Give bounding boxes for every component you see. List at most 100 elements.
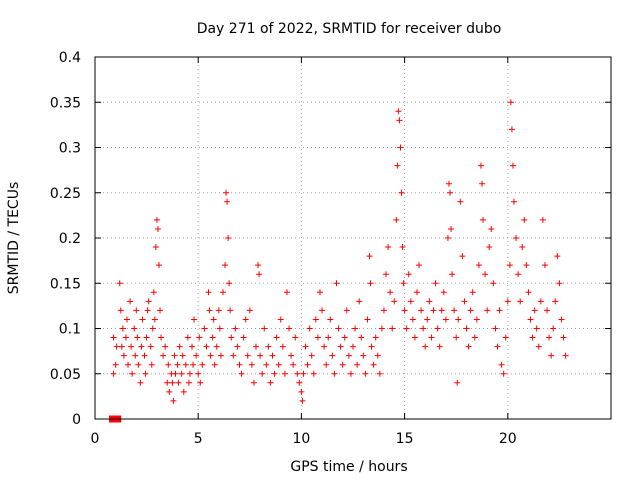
data-point — [306, 325, 313, 332]
data-point — [394, 162, 401, 169]
data-point — [154, 225, 161, 232]
data-point — [453, 334, 460, 341]
data-point — [448, 225, 455, 232]
data-point — [265, 343, 272, 350]
y-tick-label: 0.1 — [59, 322, 81, 338]
data-point — [454, 379, 461, 386]
data-point — [509, 162, 516, 169]
data-point — [519, 244, 526, 251]
data-point — [112, 361, 119, 368]
data-point — [209, 334, 216, 341]
data-point — [440, 289, 447, 296]
data-point — [236, 361, 243, 368]
data-point — [144, 307, 151, 314]
data-point — [162, 343, 169, 350]
data-point — [153, 216, 160, 223]
data-point — [142, 370, 149, 377]
data-point — [164, 379, 171, 386]
data-point — [455, 316, 462, 323]
data-point — [515, 271, 522, 278]
data-point — [504, 298, 511, 305]
data-point — [385, 244, 392, 251]
data-point — [201, 325, 208, 332]
data-point — [119, 325, 126, 332]
data-point — [367, 280, 374, 287]
data-point — [467, 307, 474, 314]
data-point — [286, 325, 293, 332]
data-point — [179, 352, 186, 359]
data-point — [215, 307, 222, 314]
data-point — [110, 334, 117, 341]
data-point — [502, 334, 509, 341]
data-point — [122, 334, 129, 341]
data-point — [132, 352, 139, 359]
data-point — [186, 370, 193, 377]
y-tick-label: 0.4 — [59, 50, 81, 66]
y-tick-label: 0.25 — [50, 186, 81, 202]
data-point — [255, 262, 262, 269]
data-point — [178, 370, 185, 377]
data-point — [432, 280, 439, 287]
data-point — [222, 262, 229, 269]
data-point — [523, 262, 530, 269]
data-point — [165, 361, 172, 368]
data-point — [533, 325, 540, 332]
data-point — [506, 262, 513, 269]
data-point — [304, 361, 311, 368]
data-point — [248, 361, 255, 368]
data-point — [496, 307, 503, 314]
data-point — [391, 298, 398, 305]
data-point — [123, 316, 130, 323]
data-point — [310, 370, 317, 377]
data-point — [366, 253, 373, 260]
data-point — [145, 298, 152, 305]
data-point — [118, 343, 125, 350]
data-point — [244, 352, 251, 359]
data-point — [172, 370, 179, 377]
data-point — [129, 370, 136, 377]
data-point — [216, 325, 223, 332]
data-point — [128, 343, 135, 350]
data-point — [374, 352, 381, 359]
data-point — [191, 316, 198, 323]
data-point — [197, 379, 204, 386]
data-point — [217, 352, 224, 359]
data-point — [234, 343, 241, 350]
data-point — [354, 361, 361, 368]
data-point — [333, 280, 340, 287]
data-point — [138, 343, 145, 350]
data-point — [449, 271, 456, 278]
data-point — [325, 334, 332, 341]
data-point — [465, 343, 472, 350]
data-point — [560, 334, 567, 341]
data-point — [525, 289, 532, 296]
data-point — [207, 352, 214, 359]
data-point — [314, 334, 321, 341]
data-point — [418, 307, 425, 314]
data-point — [507, 99, 514, 106]
data-point — [395, 108, 402, 115]
data-point — [329, 352, 336, 359]
data-point — [256, 271, 263, 278]
data-point — [148, 361, 155, 368]
data-point — [147, 343, 154, 350]
data-point — [227, 307, 234, 314]
ticks-layer: 0 0.05 0.1 0.15 0.2 0.25 0.3 0.35 0.4 0 5 10 15 20 — [50, 50, 611, 447]
data-point — [376, 370, 383, 377]
data-point — [488, 225, 495, 232]
data-point — [500, 370, 507, 377]
data-point — [290, 361, 297, 368]
data-point — [193, 352, 200, 359]
data-point — [149, 325, 156, 332]
data-point — [422, 343, 429, 350]
data-point — [298, 388, 305, 395]
data-point — [442, 316, 449, 323]
data-point — [182, 361, 189, 368]
data-point — [403, 325, 410, 332]
data-point — [459, 253, 466, 260]
data-point — [413, 289, 420, 296]
data-point — [343, 307, 350, 314]
data-point — [158, 334, 165, 341]
data-point — [203, 343, 210, 350]
data-point — [352, 325, 359, 332]
